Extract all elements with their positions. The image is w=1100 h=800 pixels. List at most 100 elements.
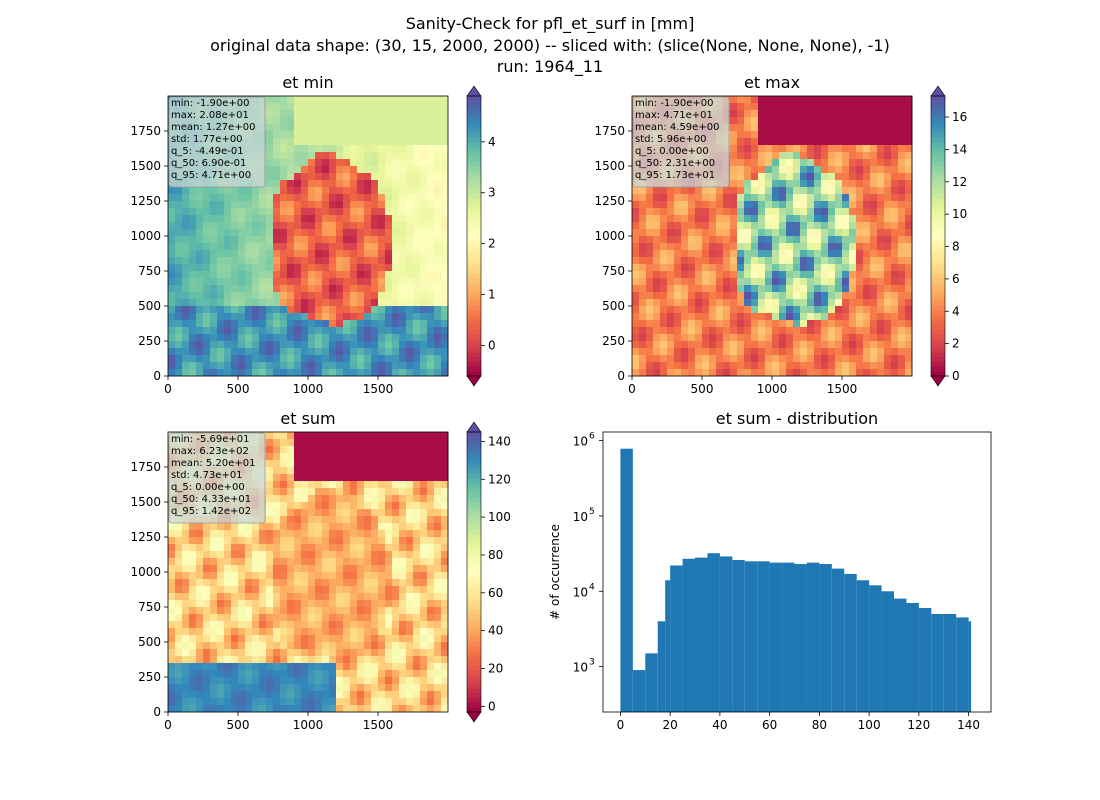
heatmap-cell [420,621,428,629]
heatmap-cell [210,677,218,685]
heatmap-cell [280,474,288,482]
heatmap-cell [273,138,281,146]
heatmap-cell [702,243,710,251]
heatmap-cell [280,593,288,601]
heatmap-cell [420,194,428,202]
heatmap-cell [646,229,654,237]
heatmap-cell [350,236,358,244]
heatmap-cell [427,229,435,237]
heatmap-cell [385,341,393,349]
heatmap-cell [301,327,309,335]
heatmap-cell [231,586,239,594]
heatmap-cell [779,264,787,272]
heatmap-cell [329,285,337,293]
heatmap-cell [336,649,344,657]
heatmap-cell [280,278,288,286]
heatmap-cell [406,341,414,349]
heatmap-cell [856,222,864,230]
heatmap-cell [877,166,885,174]
heatmap-cell [357,166,365,174]
heatmap-cell [315,635,323,643]
heatmap-cell [315,670,323,678]
heatmap-cell [371,523,379,531]
heatmap-cell [203,579,211,587]
heatmap-cell [737,313,745,321]
heatmap-cell [891,96,899,104]
colorbar-segment [467,203,481,209]
heatmap-cell [266,481,274,489]
heatmap-cell [322,677,330,685]
heatmap-cell [842,236,850,244]
heatmap-cell [245,642,253,650]
heatmap-cell [744,215,752,223]
heatmap-cell [737,194,745,202]
heatmap-cell [245,355,253,363]
heatmap-cell [371,460,379,468]
heatmap-cell [723,362,731,370]
heatmap-cell [427,292,435,300]
heatmap-cell [413,642,421,650]
heatmap-cell [392,439,400,447]
heatmap-cell [329,635,337,643]
heatmap-cell [329,201,337,209]
heatmap-cell [681,194,689,202]
heatmap-cell [175,285,183,293]
heatmap-cell [259,614,267,622]
heatmap-cell [280,586,288,594]
heatmap-cell [434,488,442,496]
heatmap-cell [413,257,421,265]
heatmap-cell [308,201,316,209]
heatmap-cell [744,117,752,125]
heatmap-cell [399,586,407,594]
heatmap-cell [702,306,710,314]
heatmap-cell [870,313,878,321]
heatmap-cell [343,131,351,139]
heatmap-cell [259,649,267,657]
heatmap-cell [273,607,281,615]
heatmap-cell [856,271,864,279]
heatmap-cell [266,229,274,237]
heatmap-cell [336,264,344,272]
heatmap-cell [175,635,183,643]
heatmap-cell [828,103,836,111]
heatmap-cell [315,292,323,300]
heatmap-cell [828,222,836,230]
heatmap-cell [800,285,808,293]
heatmap-cell [315,495,323,503]
heatmap-cell [406,369,414,377]
heatmap-cell [336,313,344,321]
heatmap-cell [863,327,871,335]
heatmap-cell [681,341,689,349]
heatmap-cell [245,635,253,643]
heatmap-cell [849,117,857,125]
heatmap-cell [301,439,309,447]
heatmap-cell [835,306,843,314]
heatmap-cell [828,110,836,118]
heatmap-cell [434,103,442,111]
heatmap-cell [203,320,211,328]
heatmap-cell [315,152,323,160]
heatmap-cell [287,257,295,265]
heatmap-cell [723,250,731,258]
heatmap-cell [709,285,717,293]
heatmap-cell [343,460,351,468]
heatmap-cell [660,369,668,377]
heatmap-cell [217,278,225,286]
heatmap-cell [385,236,393,244]
heatmap-cell [371,663,379,671]
heatmap-cell [329,628,337,636]
heatmap-cell [639,299,647,307]
heatmap-cell [688,194,696,202]
heatmap-cell [371,544,379,552]
heatmap-cell [744,355,752,363]
heatmap-cell [849,96,857,104]
heatmap-cell [357,208,365,216]
heatmap-cell [870,271,878,279]
heatmap-cell [280,138,288,146]
heatmap-cell [406,299,414,307]
heatmap-cell [399,677,407,685]
heatmap-cell [266,572,274,580]
heatmap-cell [420,677,428,685]
heatmap-cell [744,348,752,356]
heatmap-cell [863,243,871,251]
